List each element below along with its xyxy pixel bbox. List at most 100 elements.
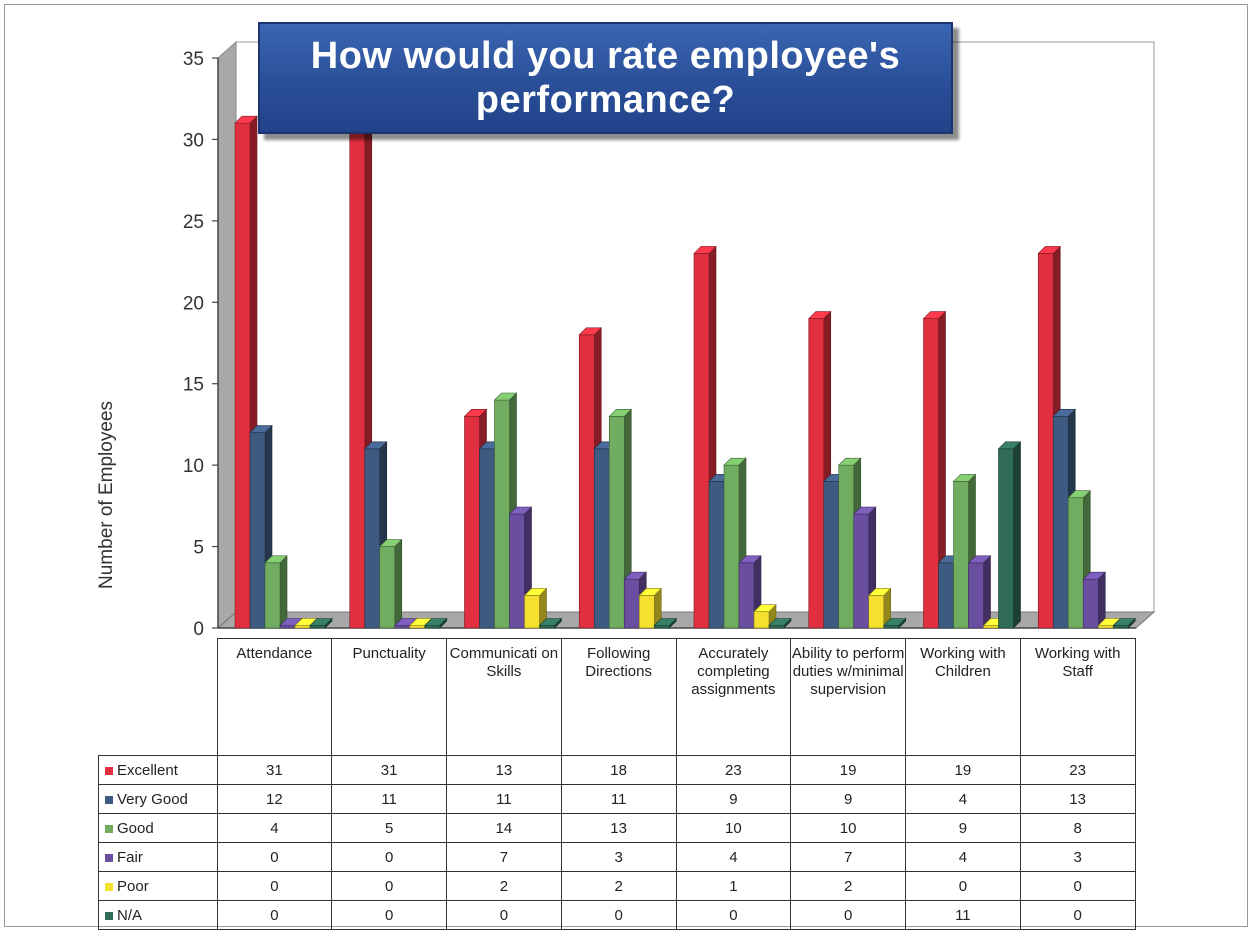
y-tick-label: 15 xyxy=(183,375,204,396)
legend-label: Excellent xyxy=(117,761,178,779)
data-value: 1 xyxy=(675,871,792,901)
data-value: 2 xyxy=(560,871,677,901)
bar-n-a-6 xyxy=(883,617,907,629)
series-row: Very Good 12 11 11 11 9 9 4 13 xyxy=(98,784,1136,814)
data-value: 23 xyxy=(675,755,792,785)
data-value: 2 xyxy=(790,871,906,901)
data-value: 11 xyxy=(331,784,447,814)
bar-poor-5 xyxy=(753,603,777,629)
data-value: 11 xyxy=(905,900,1021,930)
y-tick-label: 5 xyxy=(193,538,204,559)
legend-swatch xyxy=(105,853,113,862)
legend-entry: Excellent xyxy=(98,755,218,785)
legend-label: Good xyxy=(117,819,154,837)
legend-label: Very Good xyxy=(117,790,188,808)
data-value: 19 xyxy=(790,755,906,785)
legend-entry: N/A xyxy=(98,900,218,930)
data-value: 7 xyxy=(790,842,906,872)
y-tick-label: 20 xyxy=(183,293,204,314)
y-tick-label: 25 xyxy=(183,212,204,233)
data-value: 0 xyxy=(560,900,677,930)
bar-fair-7 xyxy=(967,555,992,629)
data-value: 11 xyxy=(560,784,677,814)
data-value: 3 xyxy=(1019,842,1136,872)
series-row: N/A 0 0 0 0 0 0 11 0 xyxy=(98,900,1136,930)
series-row: Good 4 5 14 13 10 10 9 8 xyxy=(98,813,1136,843)
category-label: Punctuality xyxy=(331,638,447,756)
legend-swatch xyxy=(105,882,113,891)
data-value: 0 xyxy=(790,900,906,930)
data-value: 3 xyxy=(560,842,677,872)
bar-poor-4 xyxy=(638,587,662,629)
data-value: 7 xyxy=(446,842,562,872)
data-value: 10 xyxy=(675,813,792,843)
data-value: 0 xyxy=(331,900,447,930)
data-value: 0 xyxy=(216,842,333,872)
data-value: 23 xyxy=(1019,755,1136,785)
legend-entry: Very Good xyxy=(98,784,218,814)
data-value: 9 xyxy=(790,784,906,814)
bar-n-a-8 xyxy=(1112,617,1136,629)
data-value: 12 xyxy=(216,784,333,814)
chart-title: How would you rate employee's performanc… xyxy=(310,35,901,121)
legend-swatch xyxy=(105,911,113,920)
category-label: Ability to perform duties w/minimal supe… xyxy=(790,638,906,756)
bar-fair-8 xyxy=(1082,571,1106,629)
series-row: Fair 0 0 7 3 4 7 4 3 xyxy=(98,842,1136,872)
data-value: 0 xyxy=(216,900,333,930)
legend-swatch xyxy=(105,766,113,775)
y-tick-label: 35 xyxy=(183,49,204,70)
data-value: 13 xyxy=(1019,784,1136,814)
data-value: 13 xyxy=(560,813,677,843)
legend-entry: Poor xyxy=(98,871,218,901)
data-value: 5 xyxy=(331,813,447,843)
data-value: 4 xyxy=(905,784,1021,814)
data-value: 9 xyxy=(905,813,1021,843)
category-header-row: Attendance Punctuality Communicati on Skil… xyxy=(99,638,1136,756)
bar-n-a-2 xyxy=(424,617,448,629)
data-value: 10 xyxy=(790,813,906,843)
legend-label: N/A xyxy=(117,906,143,924)
category-label: Attendance xyxy=(216,638,333,756)
data-value: 0 xyxy=(1019,871,1136,901)
bar-n-a-1 xyxy=(309,617,333,629)
legend-swatch xyxy=(105,824,113,833)
legend-swatch xyxy=(105,795,113,804)
series-row: Poor 0 0 2 2 1 2 0 0 xyxy=(98,871,1136,901)
category-label: Communicati on Skills xyxy=(446,638,562,756)
bar-good-2 xyxy=(379,538,403,629)
data-value: 4 xyxy=(216,813,333,843)
category-label: Following Directions xyxy=(560,638,677,756)
bar-fair-3 xyxy=(508,506,533,629)
bar-n-a-3 xyxy=(538,617,563,629)
y-tick-label: 0 xyxy=(193,619,204,640)
data-value: 31 xyxy=(331,755,447,785)
legend-label: Fair xyxy=(117,848,143,866)
data-value: 0 xyxy=(331,871,447,901)
bar-n-a-7 xyxy=(997,441,1022,629)
bar-poor-6 xyxy=(868,587,892,629)
category-label: Accurately completing assignments xyxy=(675,638,792,756)
bar-good-4 xyxy=(608,408,632,629)
data-value: 4 xyxy=(675,842,792,872)
category-label: Working with Children xyxy=(905,638,1021,756)
data-table: Attendance Punctuality Communicati on Skil… xyxy=(98,638,1136,930)
bar-n-a-4 xyxy=(653,617,677,629)
series-row: Excellent 31 31 13 18 23 19 19 23 xyxy=(98,755,1136,785)
y-tick-label: 30 xyxy=(183,130,204,151)
data-value: 8 xyxy=(1019,813,1136,843)
bar-good-1 xyxy=(264,555,288,629)
bar-poor-3 xyxy=(523,587,548,629)
data-value: 2 xyxy=(446,871,562,901)
bar-excellent-6 xyxy=(808,310,832,629)
data-value: 31 xyxy=(216,755,333,785)
side-wall xyxy=(217,40,237,630)
legend-entry: Good xyxy=(98,813,218,843)
data-value: 0 xyxy=(1019,900,1136,930)
category-label: Working with Staff xyxy=(1019,638,1136,756)
data-value: 0 xyxy=(675,900,792,930)
legend-entry: Fair xyxy=(98,842,218,872)
data-value: 19 xyxy=(905,755,1021,785)
data-value: 9 xyxy=(675,784,792,814)
